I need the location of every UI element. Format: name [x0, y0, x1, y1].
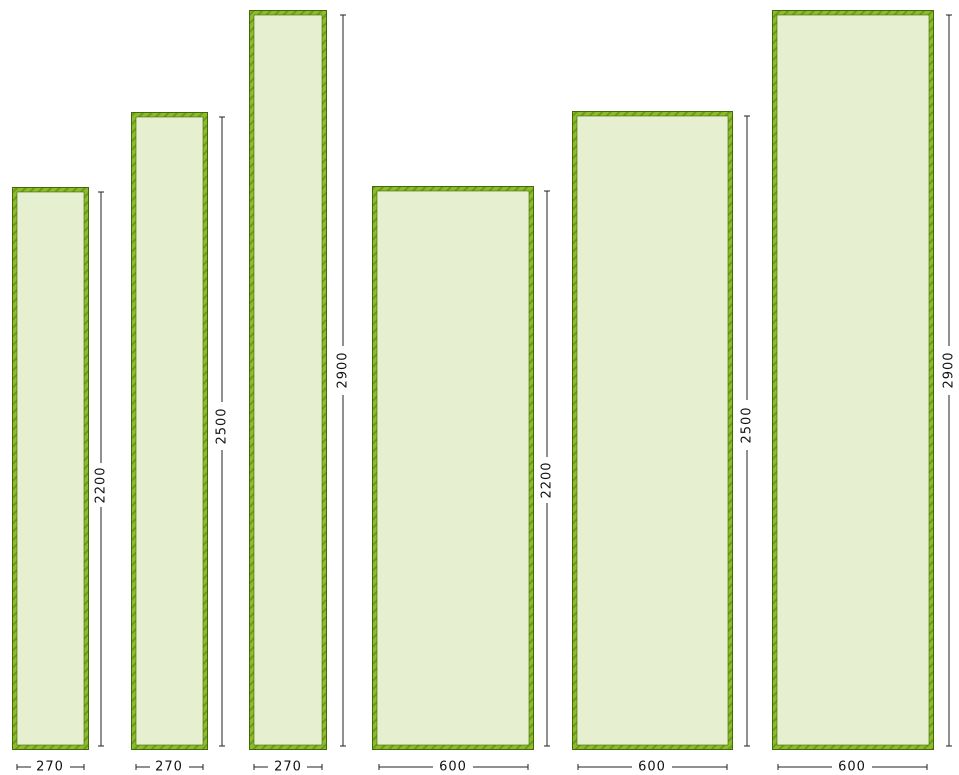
width-dimension	[16, 764, 85, 770]
width-label: 270	[155, 760, 183, 775]
height-label: 2200	[94, 466, 109, 503]
width-label: 270	[274, 760, 302, 775]
panel-3: 2900 270	[249, 10, 351, 775]
width-dimension	[253, 764, 323, 770]
panel-fill	[776, 14, 930, 746]
height-dimension	[744, 115, 750, 747]
height-label: 2200	[540, 461, 555, 498]
width-dimension	[135, 764, 204, 770]
height-dimension	[98, 191, 104, 747]
height-label: 2900	[336, 351, 351, 388]
width-label: 600	[638, 760, 666, 775]
height-label: 2500	[740, 406, 755, 443]
height-label: 2900	[942, 351, 957, 388]
panel-6: 2900 600	[772, 10, 957, 775]
panel-fill	[16, 191, 85, 746]
width-label: 600	[838, 760, 866, 775]
panel-5: 2500 600	[572, 111, 755, 775]
height-dimension	[946, 14, 952, 747]
panel-1: 2200 270	[12, 187, 109, 775]
width-label: 270	[36, 760, 64, 775]
width-dimension	[777, 764, 928, 770]
height-dimension	[340, 14, 346, 747]
height-dimension	[544, 190, 550, 747]
height-dimension	[219, 116, 225, 747]
panel-2: 2500 270	[131, 112, 230, 775]
panel-fill	[253, 14, 323, 746]
panel-fill	[376, 190, 530, 746]
width-dimension	[378, 764, 529, 770]
panel-fill	[135, 116, 204, 746]
panel-fill	[576, 115, 729, 746]
width-dimension	[577, 764, 728, 770]
panel-4: 2200 600	[372, 186, 555, 775]
height-label: 2500	[215, 407, 230, 444]
width-label: 600	[439, 760, 467, 775]
